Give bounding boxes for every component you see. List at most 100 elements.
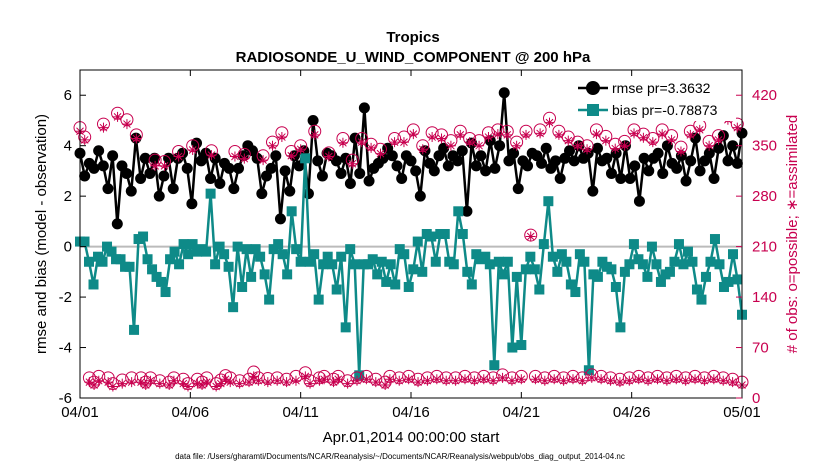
bias-point	[183, 249, 194, 260]
rmse-point	[344, 178, 356, 190]
obs-assimilated-point	[422, 375, 433, 386]
rmse-point	[657, 167, 669, 179]
y2-tick-label: 0	[752, 390, 760, 407]
bias-point	[696, 294, 707, 305]
y-tick-label: 4	[64, 138, 72, 155]
bias-point	[201, 246, 212, 257]
obs-assimilated-point	[248, 371, 259, 382]
bias-point	[682, 246, 693, 257]
bias-point	[498, 269, 509, 280]
bias-point	[282, 269, 293, 280]
rmse-point	[601, 152, 613, 164]
obs-assimilated-point	[525, 231, 536, 242]
rmse-point	[671, 162, 683, 174]
bias-point	[255, 251, 266, 262]
obs-assimilated-point	[107, 381, 118, 392]
bias-point	[399, 249, 410, 260]
obs-assimilated-point	[394, 375, 405, 386]
rmse-point	[191, 137, 203, 149]
bias-point	[543, 196, 554, 207]
obs-assimilated-point	[539, 375, 550, 386]
obs-assimilated-point	[276, 132, 287, 143]
bias-point	[579, 256, 590, 267]
bias-point	[412, 236, 423, 247]
rmse-point	[615, 172, 627, 184]
rmse-point	[358, 102, 370, 114]
obs-assimilated-point	[131, 133, 142, 144]
obs-assimilated-point	[150, 160, 161, 171]
obs-assimilated-point	[431, 374, 442, 385]
obs-assimilated-point	[591, 129, 602, 140]
bias-point	[471, 249, 482, 260]
obs-assimilated-point	[117, 378, 128, 389]
bias-point	[214, 241, 225, 252]
bias-point	[732, 274, 743, 285]
bias-point	[597, 256, 608, 267]
obs-assimilated-point	[178, 378, 189, 389]
obs-assimilated-point	[84, 377, 95, 388]
obs-assimilated-point	[699, 375, 710, 386]
rmse-point	[125, 185, 137, 197]
bias-point	[516, 340, 527, 351]
rmse-point	[121, 167, 133, 179]
rmse-point	[722, 155, 734, 167]
obs-assimilated-point	[220, 374, 231, 385]
bias-point	[642, 271, 653, 282]
obs-assimilated-point	[112, 111, 123, 122]
y-tick-label: 6	[64, 87, 72, 104]
bias-point	[205, 188, 216, 199]
obs-assimilated-point	[549, 374, 560, 385]
bias-point	[142, 254, 153, 265]
rmse-point	[279, 165, 291, 177]
rmse-point	[624, 172, 636, 184]
rmse-point	[554, 172, 566, 184]
bias-point	[439, 229, 450, 239]
rmse-point	[494, 140, 506, 152]
x-axis-label: Apr.01,2014 00:00:00 start	[323, 429, 501, 446]
rmse-point	[111, 218, 123, 230]
obs-assimilated-point	[704, 140, 715, 151]
obs-assimilated-point	[441, 375, 452, 386]
rmse-point	[591, 142, 603, 154]
bias-point	[610, 281, 621, 292]
bias-point	[268, 244, 279, 255]
obs-assimilated-point	[187, 145, 198, 156]
bias-point	[219, 249, 230, 260]
bias-point	[457, 229, 468, 239]
rmse-point	[727, 140, 739, 152]
obs-assimilated-point	[675, 146, 686, 157]
obs-assimilated-point	[488, 375, 499, 386]
rmse-point	[685, 155, 697, 167]
obs-assimilated-point	[272, 375, 283, 386]
y2-tick-label: 140	[752, 289, 777, 306]
bias-point	[313, 294, 324, 305]
bias-point	[403, 281, 414, 292]
bias-point	[624, 259, 635, 270]
obs-assimilated-point	[389, 137, 400, 148]
rmse-point	[144, 167, 156, 179]
obs-assimilated-point	[671, 374, 682, 385]
series-line	[80, 158, 744, 376]
rmse-point	[452, 155, 464, 167]
bias-point	[655, 276, 666, 287]
rmse-point	[205, 172, 217, 184]
bias-point	[637, 259, 648, 270]
rmse-point	[536, 157, 548, 169]
bias-point	[520, 264, 531, 275]
bias-point	[408, 264, 419, 275]
legend-bias-label: bias pr=-0.78873	[612, 102, 718, 118]
rmse-point	[88, 162, 100, 174]
obs-assimilated-point	[572, 140, 583, 151]
bias-point	[246, 271, 257, 282]
bias-point	[529, 264, 540, 275]
obs-assimilated-point	[168, 375, 179, 386]
obs-assimilated-point	[718, 375, 729, 386]
bias-point	[115, 254, 126, 265]
obs-assimilated-point	[140, 380, 151, 391]
obs-assimilated-point	[685, 129, 696, 140]
rmse-point	[354, 167, 366, 179]
bias-point	[687, 256, 698, 267]
x-tick-label: 04/06	[172, 404, 210, 421]
rmse-point	[713, 142, 725, 154]
obs-assimilated-point	[352, 375, 363, 386]
